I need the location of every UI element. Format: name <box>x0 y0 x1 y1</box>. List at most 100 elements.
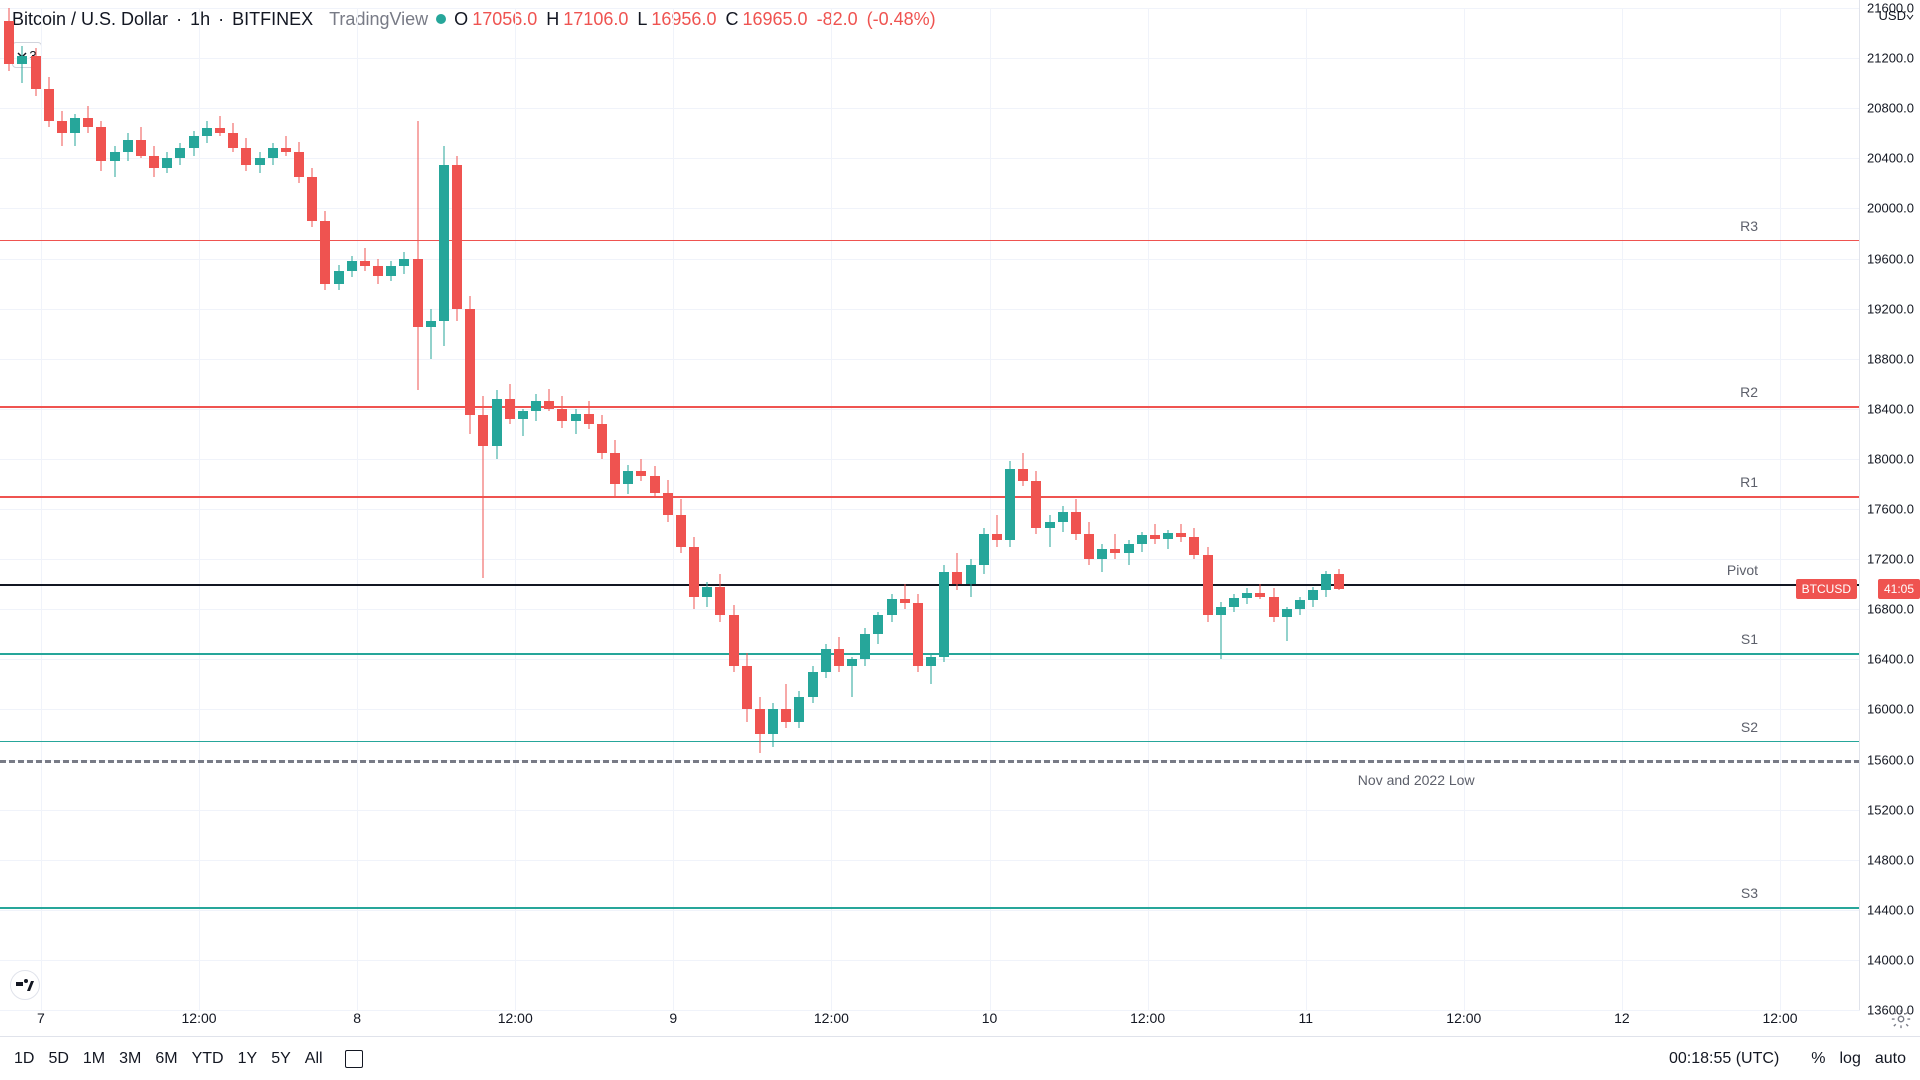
candle[interactable] <box>663 8 673 1010</box>
range-all[interactable]: All <box>305 1050 323 1067</box>
candle[interactable] <box>952 8 962 1010</box>
candle[interactable] <box>426 8 436 1010</box>
tradingview-logo-icon[interactable] <box>10 970 40 1000</box>
candle[interactable] <box>189 8 199 1010</box>
candle[interactable] <box>70 8 80 1010</box>
candle[interactable] <box>873 8 883 1010</box>
candle[interactable] <box>334 8 344 1010</box>
candle[interactable] <box>465 8 475 1010</box>
candle[interactable] <box>702 8 712 1010</box>
candle[interactable] <box>1097 8 1107 1010</box>
candle[interactable] <box>1321 8 1331 1010</box>
candle[interactable] <box>544 8 554 1010</box>
candle[interactable] <box>913 8 923 1010</box>
candle[interactable] <box>768 8 778 1010</box>
candle[interactable] <box>1058 8 1068 1010</box>
candle[interactable] <box>571 8 581 1010</box>
candle[interactable] <box>110 8 120 1010</box>
range-1d[interactable]: 1D <box>14 1050 34 1067</box>
candle[interactable] <box>492 8 502 1010</box>
scale-log[interactable]: log <box>1840 1050 1861 1067</box>
candle[interactable] <box>1269 8 1279 1010</box>
candle[interactable] <box>1282 8 1292 1010</box>
candle[interactable] <box>755 8 765 1010</box>
candle[interactable] <box>44 8 54 1010</box>
candle[interactable] <box>4 8 14 1010</box>
candle[interactable] <box>255 8 265 1010</box>
candle[interactable] <box>742 8 752 1010</box>
candle[interactable] <box>386 8 396 1010</box>
candle[interactable] <box>505 8 515 1010</box>
candle[interactable] <box>399 8 409 1010</box>
candle[interactable] <box>636 8 646 1010</box>
candle[interactable] <box>215 8 225 1010</box>
candle[interactable] <box>31 8 41 1010</box>
calendar-icon[interactable] <box>345 1050 363 1068</box>
candle[interactable] <box>1163 8 1173 1010</box>
candle[interactable] <box>584 8 594 1010</box>
candle[interactable] <box>610 8 620 1010</box>
candle[interactable] <box>1124 8 1134 1010</box>
candle[interactable] <box>347 8 357 1010</box>
candle[interactable] <box>1334 8 1344 1010</box>
candle[interactable] <box>966 8 976 1010</box>
candle[interactable] <box>413 8 423 1010</box>
candle[interactable] <box>689 8 699 1010</box>
candle[interactable] <box>597 8 607 1010</box>
candle[interactable] <box>518 8 528 1010</box>
range-5d[interactable]: 5D <box>48 1050 68 1067</box>
candle[interactable] <box>926 8 936 1010</box>
candle[interactable] <box>294 8 304 1010</box>
candle[interactable] <box>281 8 291 1010</box>
candle[interactable] <box>96 8 106 1010</box>
candle[interactable] <box>360 8 370 1010</box>
range-1m[interactable]: 1M <box>83 1050 105 1067</box>
price-axis[interactable]: USD 13600.014000.014400.014800.015200.01… <box>1860 8 1920 1010</box>
candle[interactable] <box>1137 8 1147 1010</box>
candle[interactable] <box>83 8 93 1010</box>
candle[interactable] <box>557 8 567 1010</box>
candle[interactable] <box>1308 8 1318 1010</box>
candle[interactable] <box>623 8 633 1010</box>
settings-gear-icon[interactable] <box>1890 1008 1912 1030</box>
candle[interactable] <box>268 8 278 1010</box>
candle[interactable] <box>939 8 949 1010</box>
candle[interactable] <box>162 8 172 1010</box>
candle[interactable] <box>175 8 185 1010</box>
candle[interactable] <box>900 8 910 1010</box>
candle[interactable] <box>794 8 804 1010</box>
scale-auto[interactable]: auto <box>1875 1050 1906 1067</box>
candle[interactable] <box>1295 8 1305 1010</box>
candle[interactable] <box>1255 8 1265 1010</box>
candle[interactable] <box>1203 8 1213 1010</box>
candle[interactable] <box>1084 8 1094 1010</box>
candle[interactable] <box>1189 8 1199 1010</box>
candle[interactable] <box>808 8 818 1010</box>
candle[interactable] <box>531 8 541 1010</box>
range-ytd[interactable]: YTD <box>192 1050 224 1067</box>
candle[interactable] <box>241 8 251 1010</box>
time-axis[interactable]: 712:00812:00912:001012:001112:001212:00 <box>0 1010 1860 1036</box>
candle[interactable] <box>847 8 857 1010</box>
candle[interactable] <box>1018 8 1028 1010</box>
candle[interactable] <box>17 8 27 1010</box>
candle[interactable] <box>979 8 989 1010</box>
candle[interactable] <box>1216 8 1226 1010</box>
candle[interactable] <box>320 8 330 1010</box>
candle[interactable] <box>781 8 791 1010</box>
range-6m[interactable]: 6M <box>155 1050 177 1067</box>
range-3m[interactable]: 3M <box>119 1050 141 1067</box>
candle[interactable] <box>136 8 146 1010</box>
candle[interactable] <box>307 8 317 1010</box>
candle[interactable] <box>1176 8 1186 1010</box>
chart-pane[interactable]: R3R2R1PivotS1S2S3Nov and 2022 LowBTCUSD <box>0 8 1860 1010</box>
candle[interactable] <box>834 8 844 1010</box>
candle[interactable] <box>1031 8 1041 1010</box>
candle[interactable] <box>676 8 686 1010</box>
candle[interactable] <box>1242 8 1252 1010</box>
candle[interactable] <box>123 8 133 1010</box>
candle[interactable] <box>228 8 238 1010</box>
candle[interactable] <box>650 8 660 1010</box>
candle[interactable] <box>1110 8 1120 1010</box>
candle[interactable] <box>992 8 1002 1010</box>
